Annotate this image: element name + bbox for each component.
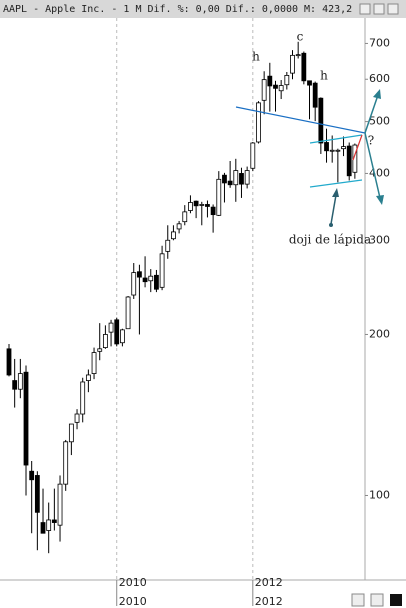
neckline: [235, 106, 366, 134]
arrow-head: [332, 188, 339, 197]
x-tick-label: 2012: [255, 595, 283, 608]
y-tick-label: 400: [369, 166, 390, 179]
candle-body: [329, 149, 335, 152]
candle-body: [290, 54, 295, 74]
candle-body: [324, 142, 329, 152]
candle-body: [23, 371, 29, 466]
candle-body: [335, 149, 341, 152]
candle-body: [346, 145, 352, 177]
candle-body: [74, 413, 80, 423]
candle-body: [341, 146, 346, 150]
candle-body: [171, 231, 176, 240]
candle-body: [165, 239, 171, 252]
candle-body: [85, 374, 91, 381]
candle-body: [125, 296, 131, 330]
x-tick-label: 2010: [119, 595, 147, 608]
y-tick-label: 100: [369, 488, 390, 501]
y-tick-label: 200: [369, 327, 390, 340]
candle-body: [176, 223, 182, 230]
y-tick-label: 600: [369, 72, 390, 85]
arrow-head: [376, 195, 384, 205]
candle-body: [278, 85, 284, 92]
annotation: ?: [368, 134, 374, 148]
trend-line: [309, 179, 363, 188]
arrow-dot: [329, 223, 333, 227]
arrow-head: [373, 89, 381, 99]
candle-body: [91, 352, 97, 374]
candle-body: [148, 275, 154, 282]
candle-body: [261, 79, 267, 101]
candle-body: [6, 348, 12, 376]
candle-body: [233, 170, 239, 186]
arrow: [330, 194, 337, 225]
minimize-button[interactable]: [359, 3, 371, 15]
annotation: h: [252, 50, 260, 64]
candle-body: [159, 253, 165, 288]
candle-body: [137, 271, 142, 278]
y-tick-label: 300: [369, 233, 390, 246]
maximize-button[interactable]: [373, 3, 385, 15]
trend-line: [352, 134, 363, 161]
candle-body: [12, 380, 18, 390]
candle-body: [199, 204, 205, 206]
candle-body: [227, 180, 233, 186]
close-button[interactable]: [387, 3, 399, 15]
candle-body: [29, 470, 35, 481]
candle-body: [131, 272, 137, 296]
candle-body: [17, 373, 23, 390]
annotation: c: [297, 30, 304, 44]
candle-body: [267, 75, 273, 87]
chart-title: AAPL - Apple Inc. - 1 M Dif. %: 0,00 Dif…: [3, 4, 364, 15]
arrow: [364, 132, 381, 199]
toolbar-button[interactable]: [370, 593, 384, 607]
y-tick-label: 500: [369, 115, 390, 128]
candle-body: [51, 519, 57, 523]
trend-line: [309, 134, 363, 144]
annotation: doji de lápida: [289, 233, 371, 247]
y-tick-label: 700: [369, 36, 390, 49]
candle-body: [318, 97, 324, 144]
candle-body: [193, 200, 199, 207]
candle-body: [284, 75, 290, 86]
candle-body: [188, 202, 193, 211]
annotation: h: [320, 69, 328, 83]
candle-body: [102, 334, 108, 348]
x-tick-label: 2010: [119, 576, 147, 589]
candle-body: [80, 381, 86, 415]
toolbar-button[interactable]: [351, 593, 365, 607]
candle-body: [239, 173, 244, 185]
candle-body: [114, 319, 120, 345]
candle-body: [97, 348, 103, 352]
candle-body: [63, 441, 69, 485]
candle-body: [307, 80, 312, 86]
arrow: [364, 94, 379, 134]
candle-body: [205, 204, 210, 207]
toolbar-button[interactable]: [390, 594, 402, 606]
candle-body: [273, 84, 278, 89]
candle-body: [210, 206, 216, 216]
candle-body: [68, 423, 74, 443]
candle-body: [312, 82, 318, 108]
candle-body: [244, 170, 250, 185]
candle-body: [57, 483, 63, 526]
candle-body: [154, 274, 159, 290]
candle-body: [120, 329, 125, 344]
candle-body: [142, 277, 148, 283]
candle-body: [295, 54, 301, 57]
candle-body: [182, 211, 188, 223]
x-tick-label: 2012: [255, 576, 283, 589]
candle-body: [216, 178, 222, 216]
candle-body: [40, 522, 46, 534]
candle-body: [256, 102, 261, 143]
candle-body: [301, 52, 307, 82]
candle-body: [108, 322, 114, 333]
candle-body: [222, 174, 227, 184]
candle-body: [250, 142, 256, 169]
candle-body: [34, 475, 40, 513]
title-bar: [0, 0, 406, 18]
candle-body: [46, 519, 52, 531]
